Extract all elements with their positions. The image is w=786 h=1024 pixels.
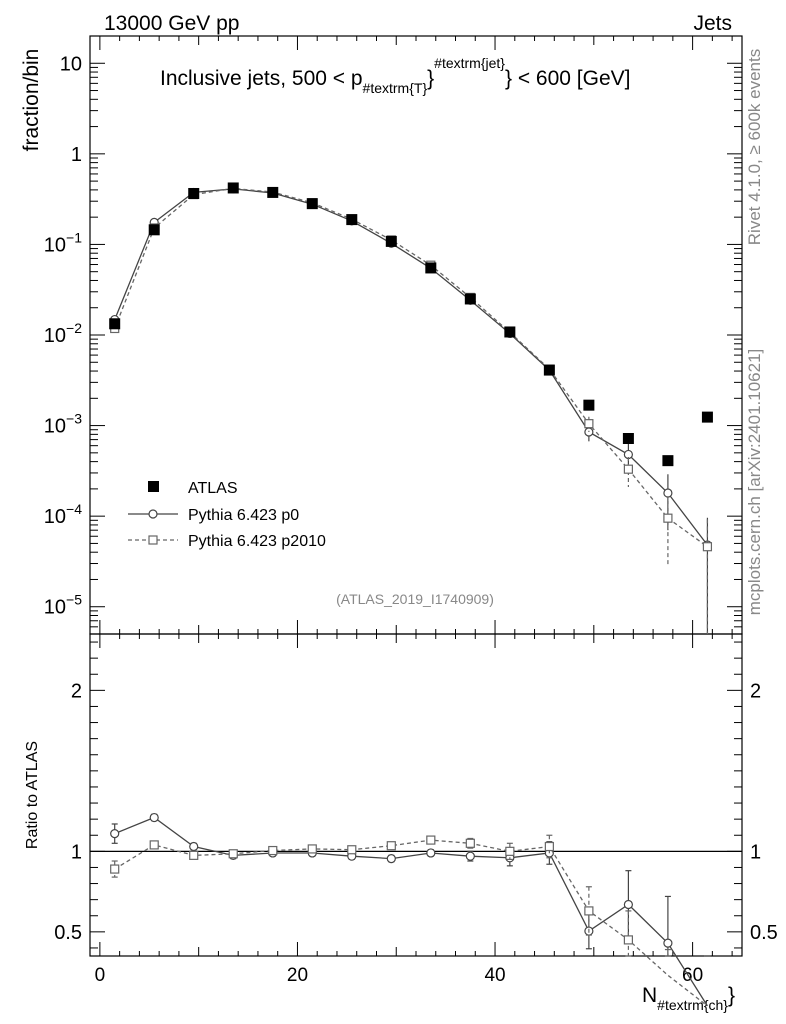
chart-title-main: Inclusive jets, 500 < p bbox=[160, 67, 363, 90]
data-point-atlas bbox=[346, 214, 358, 226]
data-point-p2010 bbox=[623, 464, 633, 474]
chart-title-tail: } < 600 [GeV] bbox=[505, 67, 631, 90]
ratio-plot-frame bbox=[89, 633, 743, 957]
ratio-tick-label-right: 2 bbox=[750, 680, 761, 702]
ratio-point-p2010 bbox=[505, 846, 515, 856]
data-point-atlas bbox=[109, 318, 121, 330]
ratio-point-p2010 bbox=[110, 864, 120, 874]
ratio-point-p2010 bbox=[307, 844, 317, 854]
ratio-point-p0 bbox=[149, 812, 159, 823]
ratio-axis-label: Ratio to ATLAS bbox=[24, 741, 41, 849]
ratio-point-p2010 bbox=[268, 845, 278, 856]
ratio-point-p0 bbox=[110, 829, 120, 839]
ratio-point-p2010 bbox=[623, 935, 633, 945]
chart-title: Inclusive jets, 500 < p#textrm{T}}#textr… bbox=[160, 55, 631, 96]
data-point-atlas bbox=[662, 455, 674, 467]
x-tick-label: 40 bbox=[484, 965, 505, 986]
ratio-tick-label: 0.5 bbox=[54, 922, 82, 944]
legend-marker-atlas bbox=[148, 481, 159, 492]
data-point-atlas bbox=[504, 326, 516, 338]
data-point-p2010 bbox=[702, 542, 713, 552]
data-point-atlas bbox=[583, 399, 595, 411]
chart-title-sup: #textrm{jet} bbox=[434, 55, 505, 71]
data-point-p2010 bbox=[584, 419, 594, 429]
mcplots-label: mcplots.cern.ch [arXiv:2401.10621] bbox=[745, 349, 764, 615]
y-tick-label: 10−4 bbox=[44, 501, 82, 528]
data-point-p2010 bbox=[663, 513, 673, 523]
y-tick-label: 1 bbox=[71, 144, 82, 166]
ratio-point-p2010 bbox=[189, 850, 199, 860]
y-tick-label: 10−3 bbox=[44, 411, 82, 438]
header-left: 13000 GeV pp bbox=[104, 12, 239, 35]
data-point-p0 bbox=[663, 488, 673, 498]
rivet-version-label: Rivet 4.1.0, ≥ 600k events bbox=[745, 49, 764, 245]
y-tick-label: 10−1 bbox=[44, 229, 82, 256]
data-point-atlas bbox=[148, 224, 160, 236]
y-tick-label: 10−2 bbox=[44, 320, 82, 347]
ratio-tick-label-right: 1 bbox=[750, 841, 761, 863]
legend-marker-p2010 bbox=[148, 535, 158, 545]
data-point-atlas bbox=[306, 198, 318, 210]
data-point-atlas bbox=[464, 293, 476, 305]
ratio-point-p0 bbox=[426, 848, 436, 858]
ratio-tick-label-right: 0.5 bbox=[750, 922, 778, 944]
ratio-point-p0 bbox=[623, 899, 633, 910]
x-tick-label: 60 bbox=[682, 965, 703, 986]
chart-title-sub: #textrm{T} bbox=[363, 80, 428, 96]
x-axis-label: N#textrm{ch}} bbox=[642, 984, 735, 1013]
analysis-tag: (ATLAS_2019_I1740909) bbox=[336, 591, 494, 607]
y-tick-label: 10 bbox=[60, 53, 82, 75]
legend: ATLAS Pythia 6.423 p0 Pythia 6.423 p2010 bbox=[128, 480, 326, 550]
ratio-point-p0 bbox=[465, 851, 475, 861]
x-tick-label: 0 bbox=[95, 965, 106, 986]
ratio-point-p2010 bbox=[149, 840, 159, 850]
ratio-point-p2010 bbox=[584, 906, 594, 916]
y-tick-label: 10−5 bbox=[44, 592, 82, 619]
ratio-point-p0 bbox=[663, 938, 673, 948]
x-tick-label: 20 bbox=[287, 965, 308, 986]
ratio-point-p2010 bbox=[544, 841, 554, 852]
x-axis-label-tail: } bbox=[728, 984, 735, 1007]
ratio-point-p2010 bbox=[426, 835, 436, 845]
plot-layer: 0 20 40 60 10 1 10−1 10−2 10−3 10−4 10−5 2 2 1 1 0.5 0.5 bbox=[44, 35, 778, 1007]
data-point-atlas bbox=[543, 364, 555, 376]
data-point-atlas bbox=[622, 433, 634, 445]
ratio-point-p0 bbox=[386, 853, 396, 864]
ratio-point-p2010 bbox=[228, 849, 238, 859]
legend-label-atlas: ATLAS bbox=[188, 480, 238, 497]
data-point-atlas bbox=[701, 411, 713, 423]
legend-marker-p0 bbox=[148, 509, 158, 519]
legend-label-p0: Pythia 6.423 p0 bbox=[188, 507, 299, 524]
data-point-atlas bbox=[227, 182, 239, 194]
data-point-atlas bbox=[267, 186, 279, 198]
data-point-atlas bbox=[188, 187, 200, 199]
y-axis-label: fraction/bin bbox=[20, 49, 43, 152]
ratio-point-p2010 bbox=[386, 841, 396, 851]
ratio-point-p2010 bbox=[465, 838, 475, 848]
x-axis-label-main: N bbox=[642, 984, 657, 1007]
ratio-tick-label: 2 bbox=[71, 680, 82, 702]
data-point-atlas bbox=[385, 235, 397, 247]
series-line-p0 bbox=[114, 188, 708, 546]
ratio-tick-label: 1 bbox=[71, 841, 82, 863]
header-right: Jets bbox=[693, 12, 732, 35]
ratio-line-p0 bbox=[114, 816, 708, 1007]
data-point-atlas bbox=[425, 262, 437, 274]
legend-label-p2010: Pythia 6.423 p2010 bbox=[188, 533, 326, 550]
ratio-line-p2010 bbox=[114, 839, 708, 1007]
ratio-point-p0 bbox=[189, 841, 199, 852]
ratio-point-p2010 bbox=[347, 845, 357, 855]
x-axis-label-sub: #textrm{ch} bbox=[657, 997, 728, 1013]
